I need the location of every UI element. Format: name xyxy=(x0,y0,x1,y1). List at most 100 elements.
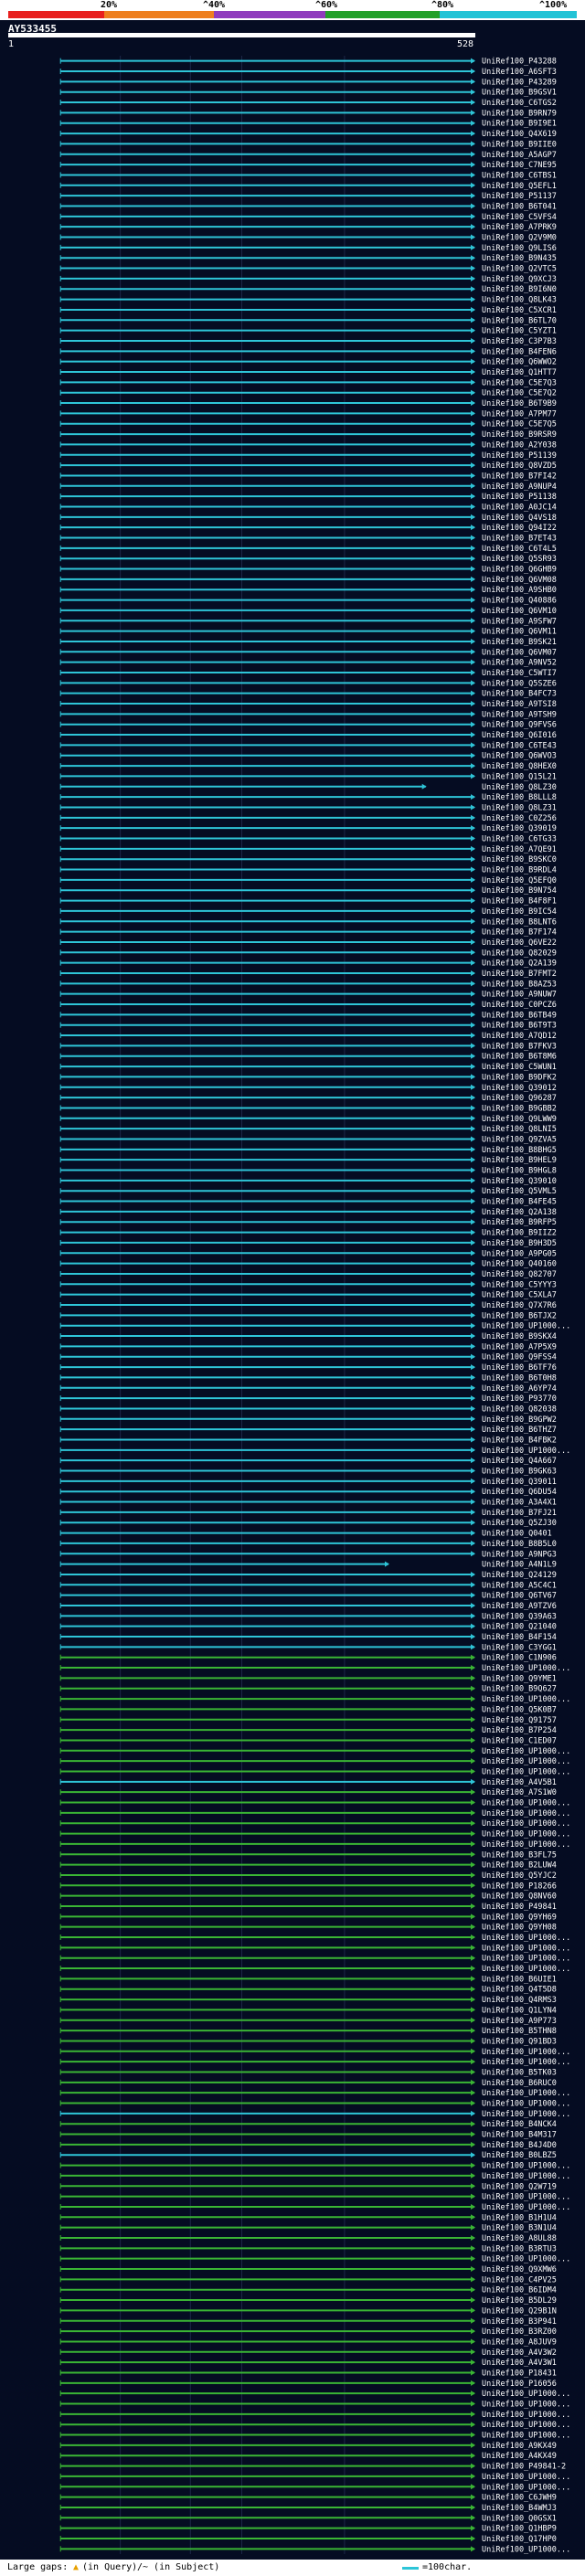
hit-row[interactable]: UniRef100_C7NE95 xyxy=(59,161,557,170)
hit-row[interactable]: UniRef100_Q8NV60 xyxy=(59,1892,557,1902)
hit-label[interactable]: UniRef100_B3FL75 xyxy=(482,1850,557,1860)
hit-row[interactable]: UniRef100_Q9YME1 xyxy=(59,1674,557,1683)
hit-row[interactable]: UniRef100_Q2VTC5 xyxy=(59,265,557,274)
hit-label[interactable]: UniRef100_Q4A667 xyxy=(482,1457,557,1466)
hit-label[interactable]: UniRef100_UP1000... xyxy=(482,2203,570,2212)
hit-row[interactable]: UniRef100_Q9FVS6 xyxy=(59,721,557,730)
hit-label[interactable]: UniRef100_B7FMT2 xyxy=(482,970,557,979)
hit-row[interactable]: UniRef100_B4FEN6 xyxy=(59,347,557,356)
hit-row[interactable]: UniRef100_B9SKX4 xyxy=(59,1332,557,1341)
hit-row[interactable]: UniRef100_C4PV25 xyxy=(59,2275,557,2284)
hit-row[interactable]: UniRef100_A5AGP7 xyxy=(59,151,557,160)
hit-row[interactable]: UniRef100_A9NPG3 xyxy=(59,1550,557,1559)
hit-label[interactable]: UniRef100_UP1000... xyxy=(482,1830,570,1839)
hit-label[interactable]: UniRef100_Q8VZD5 xyxy=(482,461,557,471)
hit-row[interactable]: UniRef100_UP1000... xyxy=(59,2401,570,2410)
hit-label[interactable]: UniRef100_A9PG05 xyxy=(482,1249,557,1258)
hit-label[interactable]: UniRef100_B6TL70 xyxy=(482,316,557,325)
hit-label[interactable]: UniRef100_Q40160 xyxy=(482,1260,557,1269)
hit-row[interactable]: UniRef100_P16056 xyxy=(59,2380,557,2389)
hit-label[interactable]: UniRef100_Q1HBP9 xyxy=(482,2525,557,2534)
hit-label[interactable]: UniRef100_C6T4L5 xyxy=(482,545,557,554)
hit-label[interactable]: UniRef100_Q8HEX0 xyxy=(482,762,557,771)
hit-label[interactable]: UniRef100_Q6WWO2 xyxy=(482,358,557,367)
hit-row[interactable]: UniRef100_Q1LYN4 xyxy=(59,2006,557,2015)
hit-label[interactable]: UniRef100_Q4VS18 xyxy=(482,514,557,523)
hit-row[interactable]: UniRef100_Q82038 xyxy=(59,1405,557,1414)
hit-label[interactable]: UniRef100_P51138 xyxy=(482,493,557,502)
hit-row[interactable]: UniRef100_Q6TV67 xyxy=(59,1592,557,1601)
hit-label[interactable]: UniRef100_B7FI42 xyxy=(482,472,557,481)
hit-row[interactable]: UniRef100_Q8VZD5 xyxy=(59,461,557,471)
hit-row[interactable]: UniRef100_B6RUC0 xyxy=(59,2079,557,2088)
hit-row[interactable]: UniRef100_A2Y038 xyxy=(59,440,557,450)
hit-row[interactable]: UniRef100_UP1000... xyxy=(59,2089,570,2098)
hit-label[interactable]: UniRef100_UP1000... xyxy=(482,2483,570,2492)
hit-label[interactable]: UniRef100_Q2W719 xyxy=(482,2182,557,2191)
hit-label[interactable]: UniRef100_Q5SR93 xyxy=(482,555,557,564)
hit-row[interactable]: UniRef100_B5TK03 xyxy=(59,2068,557,2077)
hit-row[interactable]: UniRef100_Q6GHB9 xyxy=(59,566,557,575)
hit-row[interactable]: UniRef100_B6THZ7 xyxy=(59,1426,557,1435)
hit-label[interactable]: UniRef100_B9RN79 xyxy=(482,109,557,118)
hit-row[interactable]: UniRef100_A9TZV6 xyxy=(59,1602,557,1611)
hit-label[interactable]: UniRef100_Q7X7R6 xyxy=(482,1301,557,1310)
hit-label[interactable]: UniRef100_P93770 xyxy=(482,1394,557,1404)
hit-row[interactable]: UniRef100_Q6VM11 xyxy=(59,628,557,637)
hit-row[interactable]: UniRef100_A9NUP4 xyxy=(59,482,557,492)
hit-row[interactable]: UniRef100_C5XCR1 xyxy=(59,306,557,315)
hit-row[interactable]: UniRef100_Q0401 xyxy=(59,1530,552,1539)
hit-row[interactable]: UniRef100_B9SKC0 xyxy=(59,855,557,864)
hit-row[interactable]: UniRef100_Q4VS18 xyxy=(59,514,557,523)
hit-label[interactable]: UniRef100_B3N1U4 xyxy=(482,2224,557,2233)
hit-label[interactable]: UniRef100_Q5SZE6 xyxy=(482,679,557,688)
hit-label[interactable]: UniRef100_B9HEL9 xyxy=(482,1156,557,1165)
hit-label[interactable]: UniRef100_UP1000... xyxy=(482,1840,570,1850)
hit-row[interactable]: UniRef100_Q5EFQ0 xyxy=(59,876,557,885)
hit-label[interactable]: UniRef100_C0Z256 xyxy=(482,814,557,823)
hit-label[interactable]: UniRef100_A4V5B1 xyxy=(482,1778,557,1787)
hit-row[interactable]: UniRef100_Q8LK43 xyxy=(59,296,557,305)
hit-label[interactable]: UniRef100_Q9YH08 xyxy=(482,1924,557,1933)
hit-label[interactable]: UniRef100_A9NPG3 xyxy=(482,1550,557,1559)
hit-label[interactable]: UniRef100_Q9XCJ3 xyxy=(482,275,557,284)
hit-label[interactable]: UniRef100_B6T0H8 xyxy=(482,1373,557,1383)
hit-row[interactable]: UniRef100_Q15L21 xyxy=(59,772,557,781)
hit-row[interactable]: UniRef100_B8BHG5 xyxy=(59,1146,557,1155)
hit-label[interactable]: UniRef100_Q5K0B7 xyxy=(482,1705,557,1714)
hit-label[interactable]: UniRef100_B9I6N0 xyxy=(482,285,557,294)
hit-row[interactable]: UniRef100_UP1000... xyxy=(59,2255,570,2264)
hit-row[interactable]: UniRef100_Q0GSX1 xyxy=(59,2514,557,2523)
hit-label[interactable]: UniRef100_C5VFS4 xyxy=(482,213,557,222)
hit-label[interactable]: UniRef100_Q94I22 xyxy=(482,524,557,533)
hit-row[interactable]: UniRef100_Q5EFL1 xyxy=(59,182,557,191)
hit-label[interactable]: UniRef100_C5YYY3 xyxy=(482,1280,557,1289)
hit-label[interactable]: UniRef100_B4F8F1 xyxy=(482,897,557,906)
hit-label[interactable]: UniRef100_A8JUV9 xyxy=(482,2337,557,2347)
hit-row[interactable]: UniRef100_A9KX49 xyxy=(59,2442,557,2451)
hit-row[interactable]: UniRef100_P93770 xyxy=(59,1394,557,1404)
hit-label[interactable]: UniRef100_B9HGL8 xyxy=(482,1167,557,1176)
hit-row[interactable]: UniRef100_Q2A138 xyxy=(59,1208,557,1217)
hit-label[interactable]: UniRef100_UP1000... xyxy=(482,1664,570,1673)
hit-label[interactable]: UniRef100_P43288 xyxy=(482,58,557,67)
hit-row[interactable]: UniRef100_Q2W719 xyxy=(59,2182,557,2191)
hit-row[interactable]: UniRef100_Q4A667 xyxy=(59,1457,557,1466)
hit-row[interactable]: UniRef100_Q91757 xyxy=(59,1716,557,1725)
hit-row[interactable]: UniRef100_A9TSH9 xyxy=(59,710,557,719)
hit-row[interactable]: UniRef100_A4V5B1 xyxy=(59,1778,557,1787)
hit-row[interactable]: UniRef100_UP1000... xyxy=(59,1695,570,1704)
hit-label[interactable]: UniRef100_B7FJ21 xyxy=(482,1509,557,1518)
hit-row[interactable]: UniRef100_B4NCK4 xyxy=(59,2120,557,2129)
hit-row[interactable]: UniRef100_P51138 xyxy=(59,493,557,502)
hit-label[interactable]: UniRef100_B0LBZ5 xyxy=(482,2151,557,2160)
hit-row[interactable]: UniRef100_B9RFP5 xyxy=(59,1218,557,1227)
hit-row[interactable]: UniRef100_UP1000... xyxy=(59,2421,570,2430)
hit-label[interactable]: UniRef100_B4FEN6 xyxy=(482,347,557,356)
hit-label[interactable]: UniRef100_UP1000... xyxy=(482,2048,570,2057)
hit-label[interactable]: UniRef100_Q39010 xyxy=(482,1177,557,1186)
hit-row[interactable]: UniRef100_B9RN79 xyxy=(59,109,557,118)
hit-label[interactable]: UniRef100_Q6VM07 xyxy=(482,648,557,657)
hit-row[interactable]: UniRef100_UP1000... xyxy=(59,2483,570,2492)
hit-label[interactable]: UniRef100_B9GPW2 xyxy=(482,1415,557,1425)
